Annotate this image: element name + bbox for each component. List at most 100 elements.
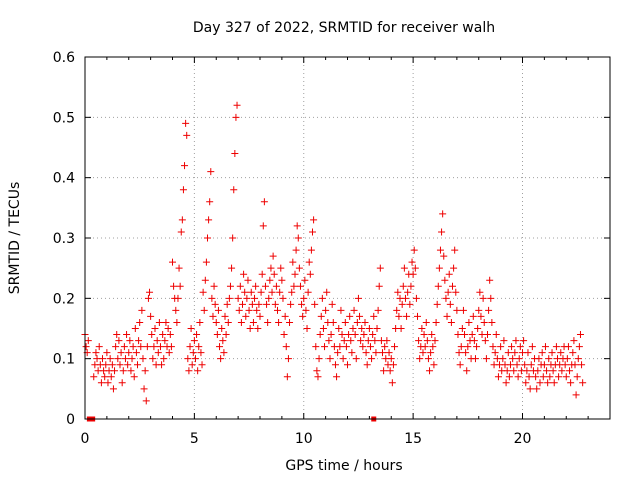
data-point bbox=[318, 294, 326, 302]
data-point bbox=[101, 373, 109, 381]
data-point bbox=[212, 318, 220, 326]
data-point bbox=[246, 325, 254, 332]
data-point bbox=[386, 367, 394, 375]
data-point bbox=[480, 318, 488, 326]
data-point bbox=[407, 282, 415, 290]
x-tick-label: 5 bbox=[190, 431, 199, 447]
data-point bbox=[188, 361, 196, 369]
data-point bbox=[274, 306, 281, 314]
data-point bbox=[184, 355, 192, 363]
data-point bbox=[340, 337, 348, 345]
data-point bbox=[513, 361, 521, 369]
data-point bbox=[488, 318, 496, 326]
data-point bbox=[337, 306, 345, 314]
data-point bbox=[281, 312, 289, 320]
data-point bbox=[243, 294, 251, 302]
data-point bbox=[218, 325, 226, 332]
data-point bbox=[187, 325, 195, 332]
data-point bbox=[438, 228, 446, 236]
data-point bbox=[233, 101, 241, 109]
data-point bbox=[385, 349, 393, 357]
data-point bbox=[116, 361, 124, 369]
data-point bbox=[128, 355, 136, 363]
x-tick-label: 20 bbox=[514, 431, 532, 447]
data-point bbox=[430, 361, 438, 369]
data-point bbox=[341, 318, 349, 326]
data-point bbox=[210, 282, 218, 290]
data-point bbox=[573, 373, 581, 381]
data-point bbox=[570, 337, 578, 345]
data-point bbox=[347, 337, 355, 345]
data-point bbox=[419, 349, 427, 357]
data-point bbox=[368, 355, 376, 363]
data-point bbox=[463, 367, 471, 375]
data-point bbox=[424, 355, 432, 363]
data-point bbox=[575, 343, 583, 351]
data-point bbox=[555, 373, 563, 381]
data-point bbox=[459, 306, 467, 314]
data-point bbox=[173, 318, 181, 326]
data-point bbox=[497, 343, 505, 351]
data-point bbox=[408, 258, 416, 266]
data-point bbox=[220, 349, 228, 357]
data-point bbox=[431, 337, 439, 345]
y-tick-label: 0.3 bbox=[53, 231, 75, 247]
data-point bbox=[141, 367, 149, 375]
data-point bbox=[182, 119, 190, 127]
data-point bbox=[255, 300, 263, 308]
data-point bbox=[312, 343, 320, 351]
data-point bbox=[395, 312, 403, 320]
x-axis-label: GPS time / hours bbox=[285, 458, 402, 474]
data-point bbox=[272, 282, 280, 290]
data-point bbox=[310, 216, 318, 224]
data-point bbox=[506, 361, 514, 369]
data-point bbox=[115, 337, 123, 345]
data-point bbox=[520, 337, 528, 345]
data-point bbox=[170, 282, 178, 290]
data-point bbox=[209, 312, 217, 320]
data-point bbox=[366, 343, 374, 351]
data-point bbox=[229, 234, 237, 242]
data-point bbox=[387, 355, 395, 363]
data-point bbox=[403, 312, 411, 320]
data-point bbox=[172, 306, 180, 314]
data-point bbox=[276, 288, 284, 296]
data-point bbox=[251, 294, 259, 302]
data-point bbox=[286, 318, 294, 326]
data-point bbox=[278, 276, 286, 284]
data-point bbox=[242, 312, 250, 320]
data-point bbox=[499, 355, 507, 363]
data-point bbox=[465, 318, 473, 326]
data-point bbox=[538, 349, 546, 357]
data-point bbox=[222, 331, 230, 339]
data-point bbox=[294, 234, 302, 242]
data-point bbox=[540, 361, 548, 369]
data-point bbox=[90, 373, 98, 381]
data-point bbox=[473, 343, 481, 351]
data-point bbox=[389, 361, 397, 369]
data-point bbox=[511, 349, 519, 357]
data-point bbox=[514, 373, 522, 381]
data-point bbox=[247, 288, 255, 296]
data-point bbox=[546, 373, 554, 381]
data-point bbox=[462, 349, 470, 357]
data-point bbox=[535, 355, 543, 363]
data-point bbox=[208, 294, 216, 302]
data-point bbox=[500, 337, 508, 345]
data-point bbox=[279, 294, 287, 302]
data-point bbox=[131, 325, 139, 332]
data-point bbox=[118, 379, 126, 387]
data-point bbox=[406, 300, 414, 308]
data-point bbox=[508, 343, 516, 351]
data-point bbox=[299, 312, 307, 320]
data-point bbox=[204, 234, 211, 242]
x-tick-label: 0 bbox=[81, 431, 90, 447]
data-point bbox=[482, 355, 490, 363]
data-point bbox=[342, 343, 350, 351]
data-point bbox=[360, 331, 368, 339]
y-tick-label: 0.4 bbox=[53, 171, 75, 187]
data-point bbox=[151, 325, 159, 332]
data-point bbox=[372, 349, 380, 357]
data-point bbox=[476, 288, 484, 296]
data-point bbox=[350, 306, 358, 314]
